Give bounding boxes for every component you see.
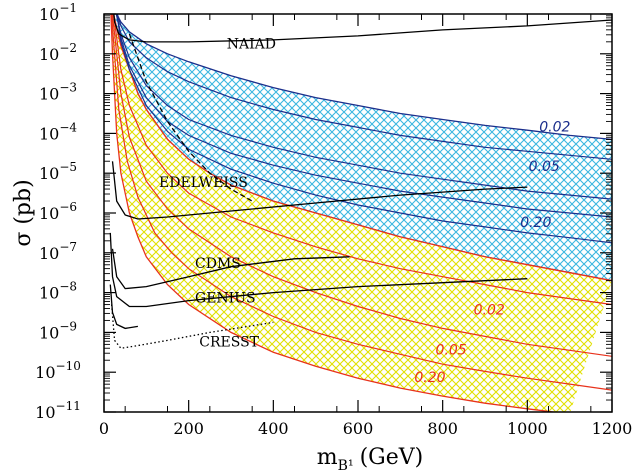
- contour-blue-0: [116, 14, 612, 160]
- y-tick-label: 10−4: [39, 120, 77, 143]
- x-tick-label: 1200: [592, 419, 633, 438]
- limit-curve-6: [128, 33, 253, 202]
- contour-yellow-6: [110, 14, 612, 391]
- plot-area: [109, 14, 612, 412]
- label-cdms: CDMS: [195, 256, 241, 272]
- label-cresst: CRESST: [199, 334, 259, 350]
- limit-naiad: [113, 14, 612, 43]
- y-tick-label: 10−3: [39, 81, 77, 104]
- ticks-layer: 0 200 400 600 800 1000 1200 10−1 10−2 10−3 10−4 10−…: [35, 1, 632, 438]
- y-tick-label: 10−6: [39, 200, 77, 223]
- band-label-blue: 0.05: [529, 159, 560, 175]
- series-layer: [110, 14, 612, 391]
- band-label-yellow: 0.20: [414, 370, 445, 386]
- band-blue: [113, 14, 612, 281]
- limit-cdms: [111, 248, 350, 290]
- x-tick-label: 200: [173, 419, 204, 438]
- contour-blue-3: [116, 14, 612, 244]
- band-label-yellow: 0.05: [436, 342, 467, 358]
- y-tick-label: 10−1: [39, 1, 77, 24]
- contour-yellow-4: [112, 14, 612, 306]
- y-tick-label: 10−7: [39, 240, 77, 263]
- y-tick-label: 10−5: [39, 160, 77, 183]
- label-edelweiss: EDELWEISS: [159, 175, 248, 191]
- band-blue-upper-edge: [115, 14, 612, 141]
- x-tick-label: 1000: [507, 419, 548, 438]
- y-tick-label: 10−8: [39, 280, 77, 303]
- band-label-blue: 0.02: [539, 119, 570, 135]
- x-tick-label: 800: [427, 419, 458, 438]
- y-tick-label: 10−11: [35, 399, 81, 422]
- x-axis-title: mB¹ (GeV): [317, 445, 423, 474]
- band-yellow: [110, 14, 612, 412]
- y-axis-title: σ (pb): [11, 179, 36, 246]
- label-genius: GENIUS: [195, 291, 256, 307]
- label-naiad: NAIAD: [227, 37, 276, 53]
- limits-layer: [109, 14, 612, 350]
- contour-yellow-5: [111, 14, 612, 357]
- limit-genius: [109, 232, 528, 308]
- limit-edelweiss: [111, 161, 528, 220]
- band-label-blue: 0.20: [520, 215, 551, 231]
- x-tick-label: 400: [258, 419, 289, 438]
- band-label-yellow: 0.02: [474, 302, 505, 318]
- limit-cresst: [110, 304, 274, 350]
- y-tick-label: 10−10: [35, 359, 81, 382]
- labels-layer: NAIAD EDELWEISS CDMS GENIUS CRESST 0.02 0.05 0.…: [159, 37, 570, 387]
- contour-blue-2: [116, 14, 612, 218]
- x-tick-label: 0: [99, 419, 109, 438]
- limit-curve-5: [109, 284, 139, 330]
- bands-layer: [110, 14, 612, 412]
- band-yellow-lower-edge: [110, 14, 559, 412]
- y-tick-label: 10−9: [39, 319, 77, 342]
- x-tick-label: 600: [343, 419, 374, 438]
- y-tick-label: 10−2: [39, 41, 77, 64]
